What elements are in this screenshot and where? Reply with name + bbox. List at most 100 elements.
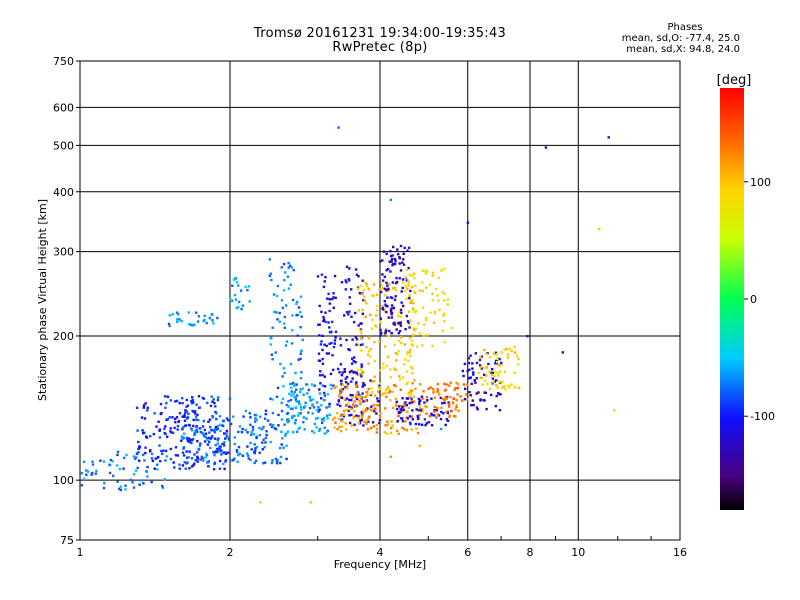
data-point: [389, 375, 393, 379]
data-point: [378, 288, 381, 291]
data-point: [388, 329, 391, 333]
data-point: [150, 480, 153, 484]
data-point: [380, 284, 384, 287]
data-point: [433, 414, 436, 417]
data-point: [379, 317, 382, 320]
data-point: [226, 435, 230, 438]
data-point: [214, 425, 218, 429]
data-point: [233, 442, 236, 446]
data-point: [359, 419, 362, 422]
data-point: [163, 478, 167, 481]
data-point: [419, 383, 422, 386]
data-point: [391, 424, 394, 427]
data-point: [157, 455, 160, 459]
data-point: [300, 408, 303, 411]
data-point: [398, 277, 401, 280]
grid: [80, 61, 680, 540]
data-point: [430, 397, 433, 400]
data-point: [318, 374, 322, 377]
data-point: [351, 377, 354, 380]
data-point: [386, 356, 390, 359]
data-point: [384, 303, 387, 306]
data-point: [318, 392, 322, 395]
data-point: [301, 387, 305, 390]
data-point: [385, 310, 388, 314]
data-point: [371, 327, 374, 330]
data-point: [283, 423, 286, 426]
data-point: [395, 359, 398, 362]
data-point: [276, 318, 279, 321]
data-point: [343, 314, 346, 317]
data-point: [237, 284, 240, 287]
data-point: [348, 371, 352, 374]
data-point: [255, 445, 259, 449]
data-point: [326, 429, 329, 433]
data-point: [283, 371, 286, 375]
data-point: [393, 286, 396, 290]
data-point: [233, 457, 236, 460]
data-point: [440, 410, 443, 414]
data-point: [209, 425, 212, 429]
data-point: [178, 467, 181, 470]
data-point: [280, 299, 284, 302]
data-point: [182, 446, 186, 449]
data-point: [247, 285, 251, 288]
data-point: [398, 311, 401, 314]
data-point: [419, 409, 422, 412]
data-point: [442, 412, 445, 415]
data-point: [218, 467, 222, 470]
data-point: [428, 414, 431, 418]
data-point: [176, 454, 179, 457]
data-point: [345, 338, 348, 342]
data-point: [386, 423, 390, 426]
data-point: [210, 395, 213, 398]
data-point: [144, 402, 147, 405]
data-point: [424, 319, 428, 322]
data-point: [410, 428, 413, 431]
data-point: [454, 387, 457, 390]
data-point: [342, 415, 346, 418]
data-point: [345, 265, 349, 268]
data-point: [181, 427, 184, 430]
data-point: [270, 461, 274, 465]
data-point: [316, 275, 320, 278]
data-point: [131, 481, 134, 484]
data-point: [498, 357, 501, 361]
data-point: [467, 357, 470, 360]
data-point: [91, 460, 94, 463]
data-point: [384, 294, 387, 297]
data-point: [216, 449, 219, 452]
data-point: [332, 306, 335, 309]
data-point: [369, 347, 372, 351]
data-point: [445, 383, 448, 386]
data-point: [209, 404, 213, 408]
data-point: [185, 410, 188, 413]
data-point: [169, 447, 172, 451]
data-point: [386, 284, 389, 287]
data-point: [299, 405, 303, 409]
data-point: [249, 423, 252, 426]
data-point: [278, 320, 281, 323]
data-point: [304, 401, 307, 404]
data-point: [332, 296, 335, 299]
data-point: [328, 402, 331, 406]
data-point: [194, 430, 197, 434]
data-point: [182, 454, 186, 457]
data-point: [478, 364, 482, 367]
data-point: [241, 427, 244, 431]
data-point: [328, 342, 331, 345]
data-point: [158, 436, 162, 439]
data-point: [334, 421, 337, 424]
data-point: [209, 446, 212, 450]
data-point: [174, 454, 178, 457]
data-point: [193, 433, 196, 437]
data-point: [406, 410, 409, 414]
data-point: [360, 285, 363, 288]
data-point: [395, 404, 398, 407]
data-point: [255, 414, 258, 417]
data-point: [284, 271, 287, 274]
data-point: [191, 396, 194, 399]
data-point: [295, 383, 298, 386]
data-point: [275, 428, 278, 431]
